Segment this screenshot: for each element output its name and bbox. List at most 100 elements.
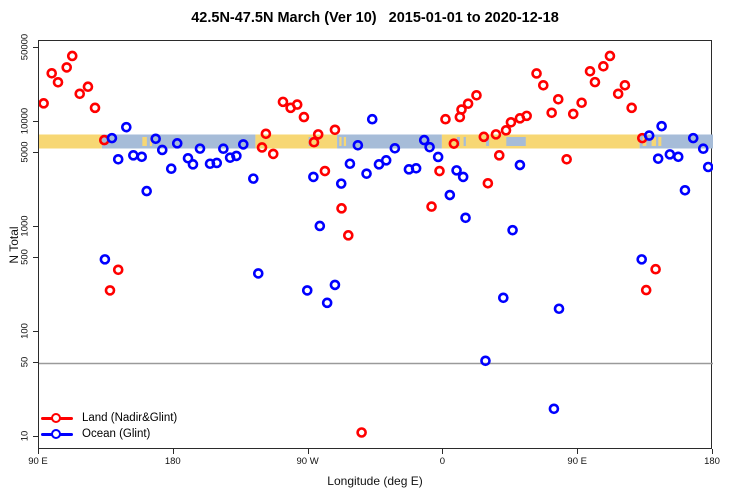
x-tick-label: 180 — [164, 456, 181, 467]
scatter-point — [121, 121, 132, 133]
scatter-point — [389, 142, 401, 154]
legend-label: Land (Nadir&Glint) — [82, 412, 178, 424]
scatter-point — [432, 151, 444, 163]
scatter-point — [211, 157, 223, 169]
scatter-point — [321, 297, 333, 309]
scatter-point — [335, 178, 347, 189]
map-strip-land-patch — [149, 136, 153, 146]
scatter-point — [252, 268, 264, 279]
scatter-point — [150, 133, 161, 145]
scatter-point — [171, 138, 183, 149]
scatter-point — [424, 141, 435, 153]
scatter-point — [342, 230, 354, 241]
x-tick-label: 90 E — [567, 456, 587, 467]
scatter-point — [505, 117, 517, 128]
plot-canvas — [39, 50, 713, 438]
open-circle-icon — [51, 428, 61, 439]
scatter-point — [66, 50, 78, 62]
scatter-point — [478, 131, 490, 143]
scatter-point — [319, 165, 331, 177]
scatter-point — [604, 50, 616, 62]
scatter-point — [329, 124, 341, 136]
scatter-point — [612, 88, 624, 100]
scatter-point — [82, 81, 94, 93]
scatter-point — [380, 155, 392, 166]
map-strip-land-patch — [343, 136, 347, 146]
y-tick — [33, 362, 38, 364]
scatter-point — [451, 165, 462, 176]
legend-item-land: Land (Nadir&Glint) — [41, 410, 177, 426]
scatter-point — [361, 168, 372, 179]
scatter-point — [679, 184, 691, 196]
scatter-point — [650, 263, 661, 275]
scatter-point — [538, 79, 549, 91]
scatter-point — [444, 189, 456, 201]
scatter-point — [410, 163, 422, 174]
y-axis-title: N Total — [7, 226, 21, 264]
scatter-point — [218, 143, 229, 154]
scatter-point — [194, 143, 206, 154]
y-tick-label: 50000 — [19, 34, 31, 61]
scatter-point — [329, 279, 341, 291]
open-circle-icon — [51, 412, 61, 423]
scatter-point — [46, 67, 58, 79]
scatter-point — [112, 153, 124, 165]
y-tick-label: 10000 — [19, 107, 31, 135]
scatter-point — [552, 93, 564, 105]
scatter-point — [231, 150, 242, 162]
y-tick — [33, 257, 38, 259]
x-tick — [712, 449, 713, 454]
scatter-point — [456, 104, 467, 115]
x-tick — [307, 449, 309, 454]
land-legend-marker-icon — [41, 412, 73, 424]
scatter-point — [277, 96, 289, 108]
scatter-point — [104, 285, 116, 296]
scatter-point — [291, 99, 303, 110]
scatter-point — [626, 102, 637, 114]
map-strip-land-segment — [441, 134, 640, 149]
scatter-point — [74, 88, 86, 100]
scatter-point — [312, 129, 324, 140]
scatter-point — [652, 153, 664, 164]
scatter-point — [702, 161, 713, 173]
map-strip-ocean-patch — [486, 136, 490, 146]
y-tick-label: 500 — [19, 249, 31, 266]
legend-label: Ocean (Glint) — [82, 428, 151, 440]
x-tick-label: 90 E — [28, 456, 48, 467]
scatter-point — [460, 212, 471, 224]
scatter-point — [546, 107, 557, 119]
scatter-point — [664, 149, 676, 160]
scatter-point — [687, 132, 699, 144]
x-tick — [442, 449, 444, 454]
scatter-point — [301, 285, 313, 296]
scatter-point — [89, 102, 101, 114]
scatter-point — [553, 303, 565, 315]
scatter-point — [500, 125, 512, 136]
scatter-point — [128, 150, 139, 161]
x-tick-label: 90 W — [296, 456, 319, 467]
scatter-point — [457, 171, 469, 183]
scatter-point — [308, 171, 319, 183]
scatter-point — [643, 130, 655, 141]
scatter-point — [352, 139, 364, 151]
scatter-point — [141, 185, 152, 197]
scatter-point — [697, 143, 709, 154]
scatter-point — [314, 220, 326, 232]
scatter-point — [493, 150, 505, 161]
scatter-point — [308, 136, 320, 148]
scatter-point — [112, 264, 124, 276]
scatter-point — [418, 134, 430, 146]
map-strip-ocean-segment — [337, 134, 442, 149]
scatter-point — [356, 427, 367, 438]
scatter-point — [267, 148, 279, 160]
map-strip-land-patch — [142, 136, 147, 146]
scatter-point — [576, 97, 587, 109]
scatter-point — [52, 77, 64, 88]
scatter-point — [448, 138, 460, 149]
x-tick — [172, 449, 174, 454]
y-tick — [33, 330, 38, 332]
scatter-point — [656, 120, 667, 132]
legend-item-ocean: Ocean (Glint) — [41, 426, 177, 442]
map-strip-land-patch — [339, 136, 342, 146]
scatter-point — [480, 355, 491, 367]
